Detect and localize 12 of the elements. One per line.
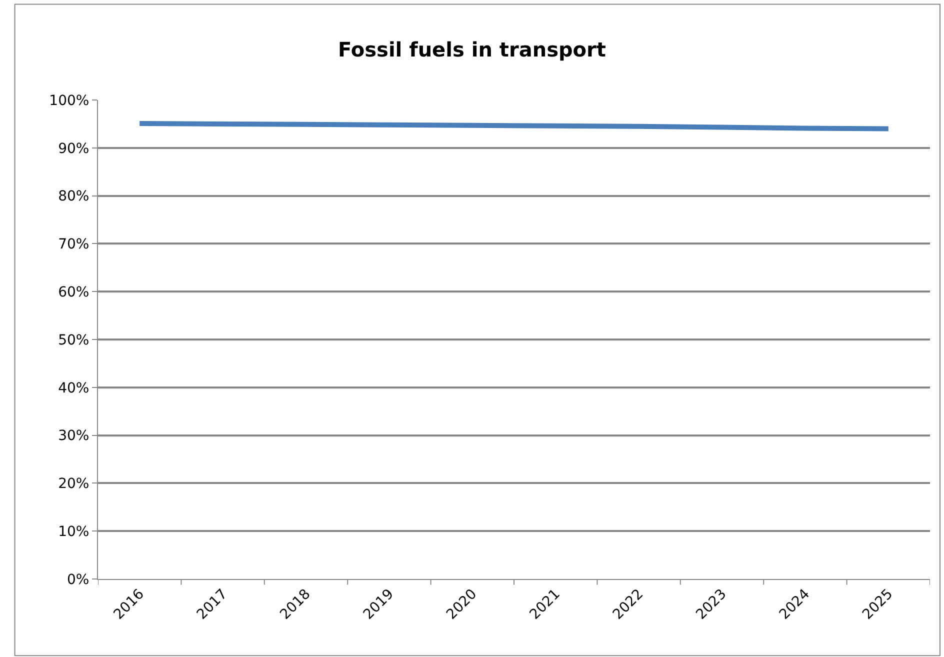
y-tick-label: 0% (66, 572, 90, 588)
y-tick-label: 30% (58, 428, 90, 444)
y-tick-label: 80% (58, 188, 90, 205)
y-tick-label: 50% (58, 332, 90, 348)
y-tick-label: 90% (58, 140, 90, 157)
y-tick-label: 70% (58, 236, 90, 253)
y-tick-label: 60% (58, 284, 90, 300)
chart-title: Fossil fuels in transport (338, 37, 606, 62)
y-tick-label: 100% (49, 92, 90, 109)
y-tick-label: 20% (58, 476, 90, 492)
y-tick-label: 10% (58, 524, 90, 540)
y-tick-label: 40% (58, 380, 90, 396)
